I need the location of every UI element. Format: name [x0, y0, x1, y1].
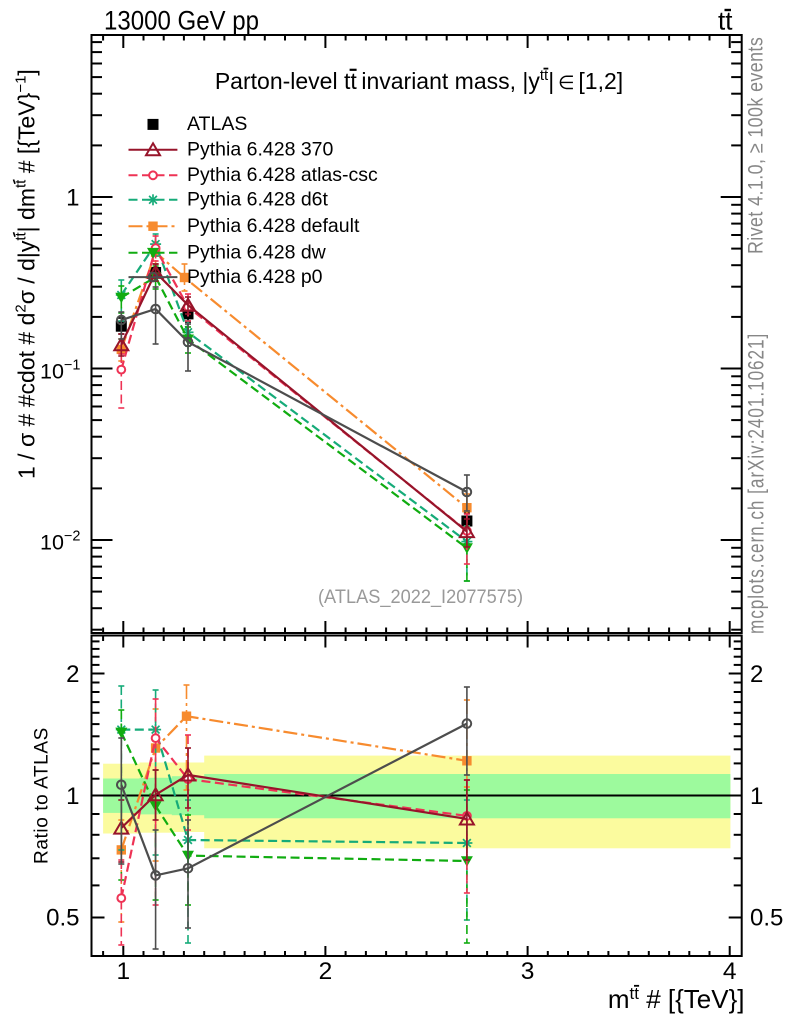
svg-text:Pythia 6.428 dw: Pythia 6.428 dw — [187, 242, 327, 264]
svg-text:Rivet 4.1.0, ≥ 100k events: Rivet 4.1.0, ≥ 100k events — [744, 37, 768, 254]
svg-text:Pythia 6.428 d6t: Pythia 6.428 d6t — [187, 189, 329, 211]
svg-text:ATLAS: ATLAS — [187, 113, 247, 135]
svg-text:1 / σ # #cdot # d2σ / d|ytt| d: 1 / σ # #cdot # d2σ / d|ytt| dmtt # [{Te… — [13, 69, 40, 479]
svg-text:1: 1 — [66, 185, 79, 212]
svg-text:Pythia 6.428 default: Pythia 6.428 default — [187, 215, 360, 237]
svg-text:mcplots.cern.ch [arXiv:2401.10: mcplots.cern.ch [arXiv:2401.10621] — [745, 334, 770, 634]
svg-text:10−1: 10−1 — [40, 358, 80, 384]
svg-text:2: 2 — [750, 661, 763, 688]
svg-text:1: 1 — [750, 783, 763, 810]
svg-text:Ratio to ATLAS: Ratio to ATLAS — [32, 727, 53, 864]
svg-text:mtt # [{TeV}]: mtt # [{TeV}] — [608, 984, 745, 1014]
svg-text:Pythia 6.428 p0: Pythia 6.428 p0 — [187, 266, 323, 288]
svg-text:10−2: 10−2 — [40, 529, 80, 555]
svg-text:2: 2 — [319, 958, 333, 985]
svg-text:1: 1 — [116, 958, 130, 985]
svg-text:tt: tt — [718, 6, 733, 36]
svg-text:0.5: 0.5 — [750, 905, 783, 932]
svg-text:13000 GeV pp: 13000 GeV pp — [104, 6, 259, 36]
svg-text:0.5: 0.5 — [46, 905, 79, 932]
svg-text:4: 4 — [723, 958, 737, 985]
svg-text:3: 3 — [521, 958, 535, 985]
svg-text:1: 1 — [66, 783, 79, 810]
svg-text:Pythia 6.428 atlas-csc: Pythia 6.428 atlas-csc — [187, 164, 378, 186]
svg-text:2: 2 — [66, 661, 79, 688]
svg-text:Pythia 6.428 370: Pythia 6.428 370 — [187, 139, 334, 161]
svg-text:(ATLAS_2022_I2077575): (ATLAS_2022_I2077575) — [318, 586, 523, 608]
